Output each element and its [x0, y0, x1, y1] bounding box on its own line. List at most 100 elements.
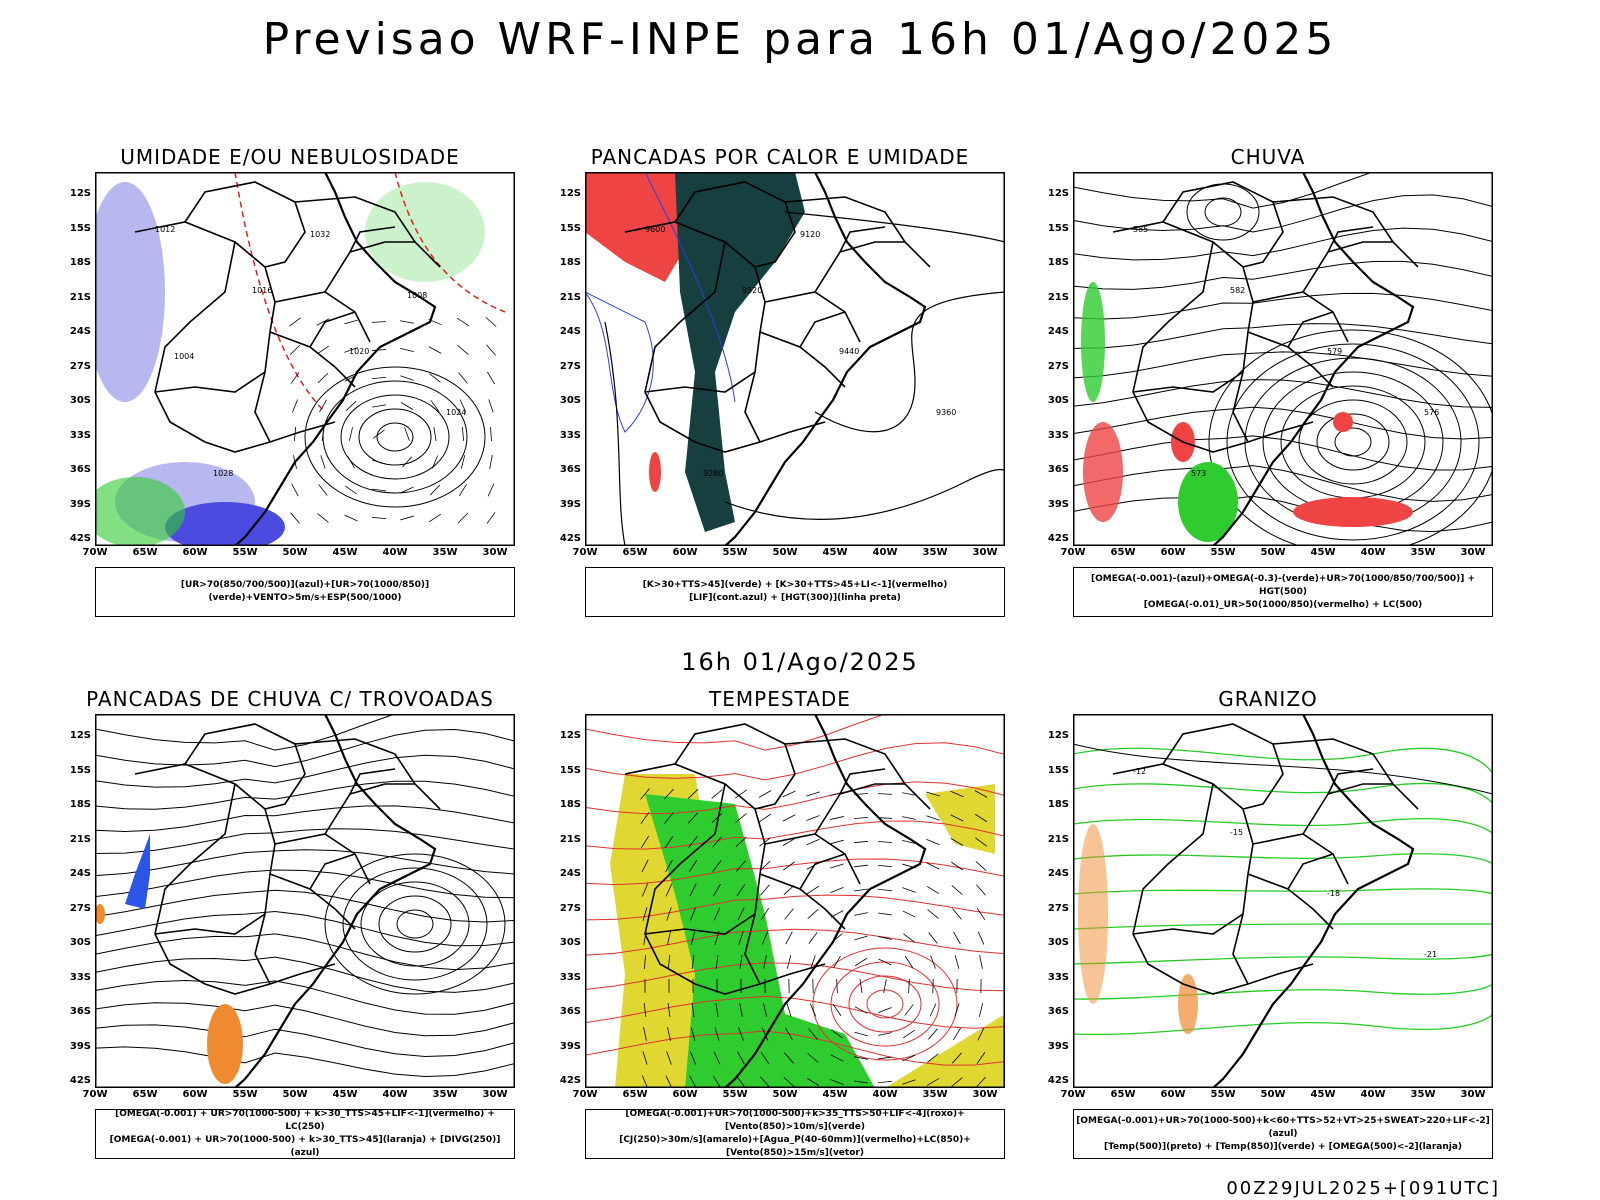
longitude-tick-label: 40W — [1360, 547, 1386, 558]
latitude-tick-label: 33S — [1047, 429, 1069, 441]
latitude-tick-label: 21S — [69, 291, 91, 303]
longitude-tick-label: 45W — [1310, 547, 1336, 558]
latitude-tick-label: 24S — [69, 868, 91, 879]
latitude-tick-label: 39S — [1047, 498, 1069, 510]
map-panel: GRANIZO 12S 15S 18S 21S 24S 27S 30S 33S 36S 39S 42S… — [1033, 687, 1503, 1162]
map-panel: PANCADAS DE CHUVA C/ TROVOADAS 12S 15S 18S 2… — [55, 687, 525, 1162]
latitude-tick-label: 21S — [1047, 291, 1069, 303]
latitude-tick-label: 36S — [559, 1006, 581, 1017]
field-overlay — [95, 714, 515, 1084]
legend-line: [OMEGA(-0.01)_UR>50(1000/850)(vermelho) … — [1143, 599, 1423, 610]
longitude-tick-label: 50W — [1260, 547, 1286, 558]
longitude-tick-label: 55W — [232, 1089, 258, 1100]
latitude-tick-label: 42S — [69, 1075, 91, 1086]
legend-line: [OMEGA(-0.001)-(azul)+OMEGA(-0.3)-(verde… — [1090, 573, 1476, 597]
longitude-tick-label: 70W — [572, 547, 598, 558]
legend-line: [LIF](cont.azul) + [HGT(300)](linha pret… — [689, 593, 901, 603]
contour-value-label: 1032 — [310, 230, 330, 239]
longitude-tick-label: 60W — [1160, 1089, 1186, 1100]
weather-map: -12 -15 -18 -21 — [1073, 714, 1493, 1088]
latitude-tick-label: 42S — [69, 533, 91, 544]
longitude-tick-label: 55W — [232, 547, 258, 558]
longitude-tick-label: 60W — [1160, 547, 1186, 558]
latitude-tick-label: 30S — [69, 937, 91, 948]
political-borders — [1112, 714, 1419, 1088]
longitude-tick-label: 65W — [1110, 1089, 1136, 1100]
panel-legend: [OMEGA(-0.001)+UR>70(1000-500)+k>35_TTS>… — [585, 1109, 1005, 1159]
weather-map: 9600 9520 9440 9360 9280 9120 — [585, 172, 1005, 546]
legend-line: [UR>70(850/700/500)](azul)+[UR>70(1000/8… — [180, 580, 430, 603]
contour-value-label: 576 — [1424, 408, 1439, 417]
latitude-tick-label: 30S — [1047, 937, 1069, 948]
legend-line: [OMEGA(-0.001) + UR>70(1000-500) + k>30_… — [115, 1109, 495, 1132]
latitude-tick-label: 30S — [559, 395, 581, 406]
latitude-tick-label: 36S — [69, 1006, 91, 1017]
map-panel: TEMPESTADE 12S 15S 18S 21S 24S 27S 30S 33S 36S 39S… — [545, 687, 1015, 1162]
latitude-tick-label: 18S — [559, 799, 581, 810]
longitude-tick-label: 30W — [482, 547, 508, 558]
latitude-tick-label: 39S — [69, 1040, 91, 1052]
longitude-tick-label: 65W — [622, 1089, 648, 1100]
contour-value-label: 585 — [1133, 225, 1148, 234]
legend-line: [OMEGA(-0.001)+UR>70(1000-500)+k>35_TTS>… — [625, 1109, 965, 1132]
contour-value-label: 1020 — [349, 347, 369, 356]
panel-title: GRANIZO — [1218, 687, 1318, 711]
contour-value-label: 1024 — [446, 408, 466, 417]
field-overlay — [1073, 743, 1493, 1036]
contour-value-label: 9120 — [800, 230, 820, 239]
contour-value-label: -15 — [1230, 828, 1243, 837]
longitude-tick-label: 30W — [1460, 1089, 1486, 1100]
panel-title: UMIDADE E/OU NEBULOSIDADE — [120, 145, 460, 169]
main-title: Previsao WRF-INPE para 16h 01/Ago/2025 — [262, 14, 1338, 65]
latitude-tick-label: 30S — [559, 937, 581, 948]
longitude-tick-label: 35W — [1410, 547, 1436, 558]
longitude-tick-label: 40W — [382, 547, 408, 558]
latitude-tick-label: 21S — [69, 833, 91, 845]
latitude-tick-label: 39S — [559, 1040, 581, 1052]
panel-title: CHUVA — [1230, 145, 1306, 169]
longitude-tick-label: 35W — [432, 1089, 458, 1100]
latitude-tick-label: 21S — [559, 291, 581, 303]
latitude-tick-label: 30S — [69, 395, 91, 406]
latitude-tick-label: 42S — [1047, 533, 1069, 544]
map-canvas: 1012 1016 1020 1024 1028 1032 1008 1004 — [95, 172, 515, 546]
latitude-tick-label: 24S — [559, 868, 581, 879]
latitude-tick-label: 39S — [1047, 1040, 1069, 1052]
latitude-tick-label: 33S — [69, 971, 91, 983]
contour-value-label: 1016 — [252, 286, 272, 295]
longitude-tick-label: 45W — [332, 1089, 358, 1100]
panel-legend: [OMEGA(-0.001)+UR>70(1000-500)+k<60+TTS>… — [1073, 1109, 1493, 1159]
longitude-tick-label: 40W — [1360, 1089, 1386, 1100]
longitude-tick-label: 50W — [282, 1089, 308, 1100]
contour-value-label: 1004 — [174, 352, 194, 361]
latitude-tick-label: 36S — [559, 464, 581, 475]
political-borders — [134, 172, 441, 546]
latitude-tick-label: 12S — [1047, 730, 1069, 741]
map-canvas — [585, 714, 1005, 1088]
latitude-tick-label: 36S — [1047, 464, 1069, 475]
map-canvas: -12 -15 -18 -21 — [1073, 714, 1493, 1088]
longitude-tick-label: 70W — [1060, 1089, 1086, 1100]
latitude-tick-label: 15S — [559, 764, 581, 776]
longitude-tick-label: 65W — [622, 547, 648, 558]
longitude-tick-label: 55W — [1210, 1089, 1236, 1100]
latitude-tick-label: 18S — [1047, 257, 1069, 268]
longitude-tick-label: 65W — [1110, 547, 1136, 558]
longitude-tick-label: 50W — [282, 547, 308, 558]
longitude-tick-label: 40W — [872, 1089, 898, 1100]
weather-map: 1012 1016 1020 1024 1028 1032 1008 1004 — [95, 172, 515, 546]
weather-map: 585 582 579 576 573 — [1073, 172, 1493, 546]
longitude-tick-label: 60W — [672, 547, 698, 558]
political-borders — [1112, 172, 1419, 546]
panel-legend: [UR>70(850/700/500)](azul)+[UR>70(1000/8… — [95, 567, 515, 617]
latitude-tick-label: 21S — [1047, 833, 1069, 845]
latitude-tick-label: 39S — [69, 498, 91, 510]
contour-value-label: 582 — [1230, 286, 1245, 295]
contour-value-label: 9440 — [839, 347, 859, 356]
map-panel: UMIDADE E/OU NEBULOSIDADE 12S 15S 18S 21S 24S… — [55, 145, 525, 620]
map-panel: PANCADAS POR CALOR E UMIDADE 12S 15S 18S 21S… — [545, 145, 1015, 620]
latitude-tick-label: 18S — [1047, 799, 1069, 810]
longitude-tick-label: 55W — [1210, 547, 1236, 558]
contour-value-label: -12 — [1133, 767, 1146, 776]
field-overlay — [585, 714, 1005, 1088]
